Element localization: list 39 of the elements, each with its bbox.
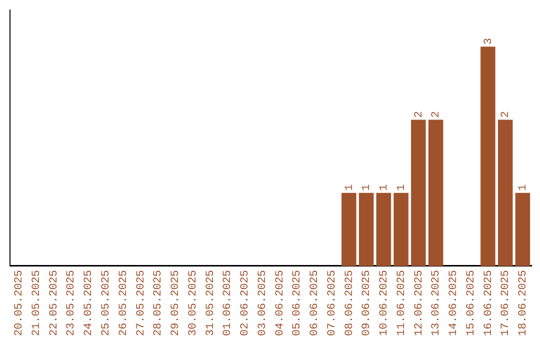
x-tick-label: 04.06.2025 bbox=[274, 270, 286, 336]
x-tick-label: 22.05.2025 bbox=[48, 270, 60, 336]
x-tick-label: 10.06.2025 bbox=[378, 270, 391, 336]
x-tick-label: 13.06.2025 bbox=[430, 270, 443, 336]
x-tick-label: 09.06.2025 bbox=[361, 270, 374, 336]
x-tick-label: 21.05.2025 bbox=[30, 270, 43, 336]
x-tick-label: 30.05.2025 bbox=[187, 270, 200, 336]
x-tick-label: 27.05.2025 bbox=[135, 270, 148, 336]
x-tick-label: 25.05.2025 bbox=[100, 270, 112, 336]
data-label: 1 bbox=[378, 184, 391, 191]
x-tick-label: 14.06.2025 bbox=[448, 270, 460, 336]
x-tick-label: 29.05.2025 bbox=[170, 270, 182, 336]
data-label: 2 bbox=[430, 111, 443, 118]
x-tick-label: 18.06.2025 bbox=[518, 270, 530, 336]
x-tick-label: 20.05.2025 bbox=[14, 270, 26, 336]
x-tick-label: 03.06.2025 bbox=[256, 270, 269, 336]
x-tick-label: 08.06.2025 bbox=[344, 270, 356, 336]
x-tick-label: 06.06.2025 bbox=[309, 270, 322, 336]
x-tick-label: 26.05.2025 bbox=[118, 270, 130, 336]
x-tick-label: 23.05.2025 bbox=[66, 270, 78, 336]
x-tick-label: 24.05.2025 bbox=[83, 270, 96, 336]
x-tick-label: 07.06.2025 bbox=[326, 270, 338, 336]
x-tick-label: 28.05.2025 bbox=[152, 270, 165, 336]
x-tick-label: 16.06.2025 bbox=[482, 270, 495, 336]
data-label: 3 bbox=[482, 38, 495, 45]
x-tick-label: 11.06.2025 bbox=[396, 270, 408, 336]
data-label: 2 bbox=[413, 111, 426, 118]
data-label: 1 bbox=[518, 184, 530, 191]
data-label: 1 bbox=[396, 184, 408, 191]
data-label: 1 bbox=[361, 184, 374, 191]
x-tick-label: 02.06.2025 bbox=[240, 270, 252, 336]
x-tick-label: 12.06.2025 bbox=[413, 270, 426, 336]
data-label: 1 bbox=[344, 184, 356, 191]
x-tick-label: 31.05.2025 bbox=[204, 270, 217, 336]
x-tick-label: 05.06.2025 bbox=[292, 270, 304, 336]
x-tick-label: 15.06.2025 bbox=[465, 270, 478, 336]
data-label: 2 bbox=[500, 111, 512, 118]
x-tick-label: 17.06.2025 bbox=[500, 270, 512, 336]
x-tick-label: 01.06.2025 bbox=[222, 270, 234, 336]
